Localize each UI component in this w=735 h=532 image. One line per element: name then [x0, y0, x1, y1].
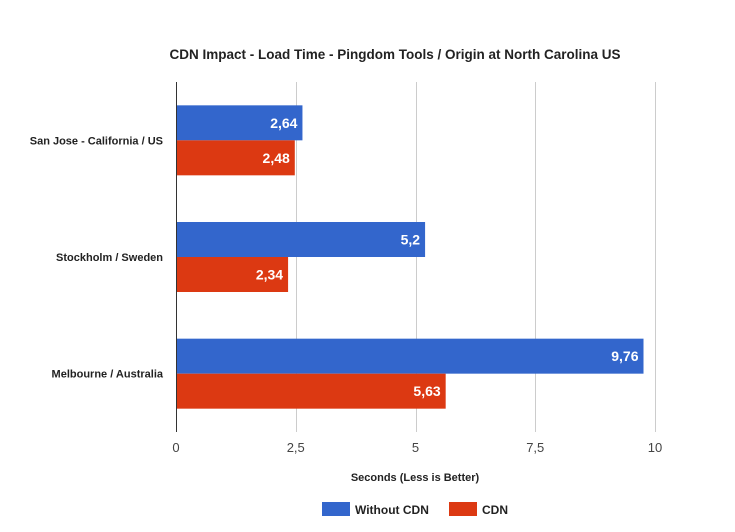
legend-label: CDN — [482, 503, 508, 517]
bar — [176, 140, 295, 176]
x-tick-label: 0 — [172, 440, 179, 455]
bars — [176, 105, 644, 409]
legend-swatch — [322, 502, 350, 516]
bar — [176, 257, 289, 292]
category-label: Melbourne / Australia — [52, 369, 164, 381]
category-labels: San Jose - California / US Stockholm / Sw… — [30, 135, 164, 380]
x-tick-label: 5 — [412, 440, 419, 455]
data-label: 2,64 — [270, 115, 297, 131]
x-tick-label: 7,5 — [526, 440, 544, 455]
bar — [176, 338, 644, 374]
bar — [176, 222, 426, 257]
x-axis-title: Seconds (Less is Better) — [351, 472, 480, 484]
data-label: 5,2 — [401, 232, 421, 248]
bar — [176, 105, 303, 141]
data-label: 5,63 — [413, 383, 440, 399]
chart-title: CDN Impact - Load Time - Pingdom Tools /… — [169, 47, 620, 62]
bar — [176, 373, 446, 409]
category-label: Stockholm / Sweden — [56, 252, 163, 264]
legend-swatch — [449, 502, 477, 516]
data-label: 9,76 — [611, 348, 638, 364]
legend[interactable]: Without CDN CDN — [322, 502, 508, 517]
x-tick-labels: 0 2,5 5 7,5 10 — [172, 440, 662, 455]
data-labels: 2,64 2,48 5,2 2,34 9,76 5,63 — [256, 115, 639, 399]
data-label: 2,48 — [263, 150, 290, 166]
legend-label: Without CDN — [355, 503, 429, 517]
x-tick-label: 2,5 — [287, 440, 305, 455]
x-tick-label: 10 — [648, 440, 662, 455]
category-label: San Jose - California / US — [30, 135, 163, 147]
data-label: 2,34 — [256, 267, 283, 283]
